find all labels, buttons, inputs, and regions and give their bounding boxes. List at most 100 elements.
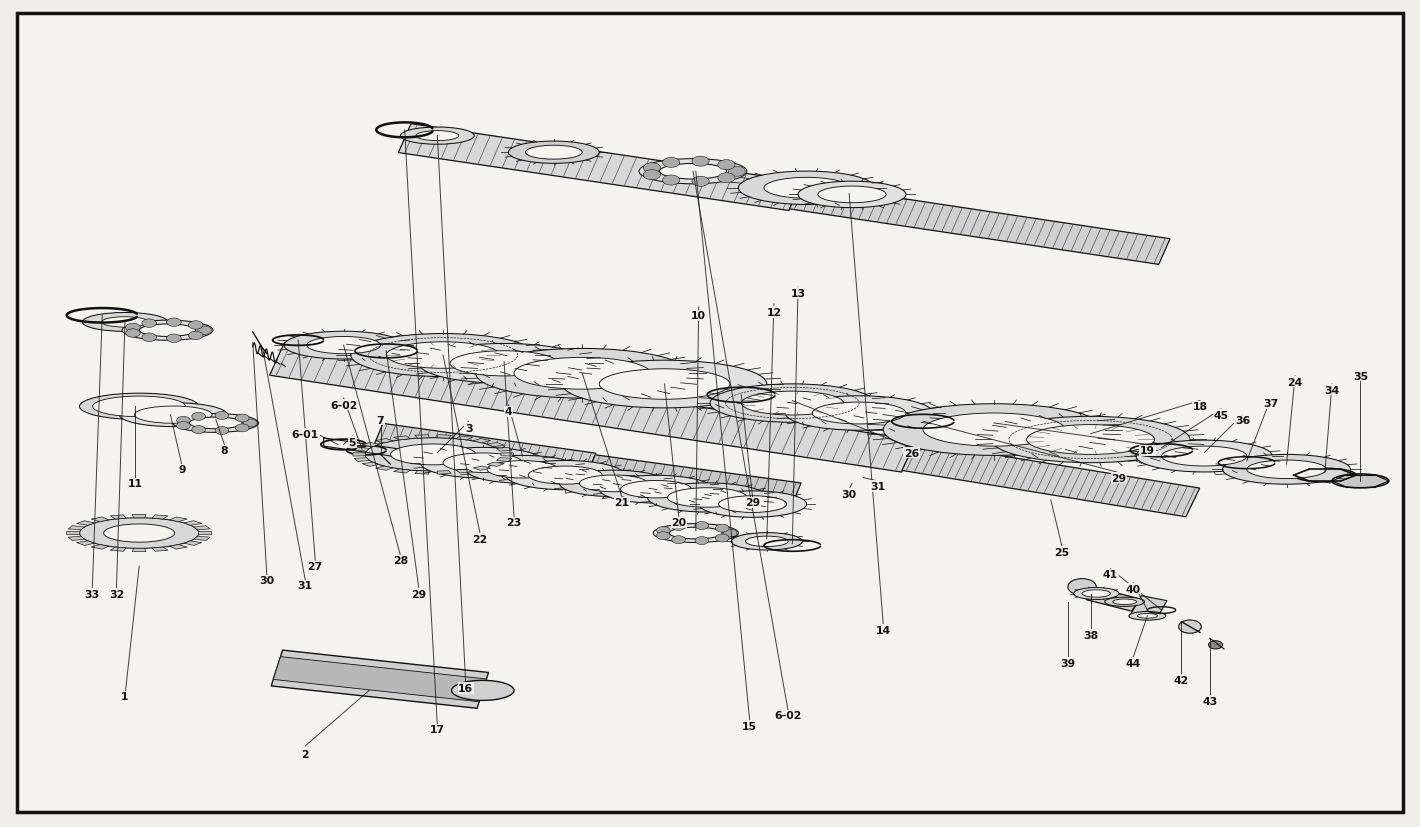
Polygon shape <box>67 532 80 535</box>
Ellipse shape <box>669 528 723 539</box>
Circle shape <box>716 534 728 543</box>
Circle shape <box>142 319 156 328</box>
Text: 23: 23 <box>507 518 521 528</box>
Ellipse shape <box>923 414 1065 447</box>
Ellipse shape <box>1162 447 1247 466</box>
Ellipse shape <box>1332 475 1389 488</box>
Circle shape <box>1179 620 1201 633</box>
Polygon shape <box>375 439 393 443</box>
Polygon shape <box>437 435 452 438</box>
Text: 43: 43 <box>1203 696 1217 706</box>
Circle shape <box>672 523 686 531</box>
Circle shape <box>197 327 212 335</box>
Circle shape <box>656 527 670 535</box>
Circle shape <box>663 176 680 186</box>
Circle shape <box>214 412 229 420</box>
Ellipse shape <box>562 361 767 409</box>
Circle shape <box>126 324 141 332</box>
Circle shape <box>694 522 709 530</box>
Ellipse shape <box>514 358 650 390</box>
Circle shape <box>643 170 660 180</box>
Text: 29: 29 <box>1112 473 1126 483</box>
Text: 30: 30 <box>260 576 274 586</box>
Text: 10: 10 <box>692 311 706 321</box>
Ellipse shape <box>119 404 227 427</box>
Polygon shape <box>1130 596 1167 619</box>
Polygon shape <box>393 470 410 473</box>
Circle shape <box>728 167 746 177</box>
Text: 15: 15 <box>743 721 757 731</box>
Polygon shape <box>273 657 487 702</box>
Ellipse shape <box>741 392 843 415</box>
Text: 11: 11 <box>128 479 142 489</box>
Ellipse shape <box>284 332 403 360</box>
Text: 3: 3 <box>464 423 473 433</box>
Circle shape <box>192 426 206 434</box>
Circle shape <box>694 537 709 545</box>
Text: 42: 42 <box>1174 675 1189 685</box>
Circle shape <box>236 424 248 433</box>
Text: 26: 26 <box>905 448 919 458</box>
Text: 14: 14 <box>876 625 890 635</box>
Text: 32: 32 <box>109 589 124 599</box>
Text: 31: 31 <box>298 581 312 590</box>
Ellipse shape <box>487 461 558 478</box>
Ellipse shape <box>476 349 689 399</box>
Ellipse shape <box>452 681 514 700</box>
Polygon shape <box>68 526 84 530</box>
Ellipse shape <box>798 182 906 208</box>
Ellipse shape <box>92 397 186 417</box>
Ellipse shape <box>391 444 476 466</box>
Polygon shape <box>185 521 202 526</box>
Polygon shape <box>456 470 473 473</box>
Text: 5: 5 <box>348 437 356 447</box>
Polygon shape <box>393 437 410 440</box>
Text: 25: 25 <box>1055 547 1069 557</box>
Polygon shape <box>369 424 596 485</box>
Ellipse shape <box>719 496 787 513</box>
Ellipse shape <box>443 453 523 473</box>
Ellipse shape <box>621 480 692 498</box>
Text: 6-02: 6-02 <box>329 400 358 410</box>
Circle shape <box>719 174 736 184</box>
Text: 19: 19 <box>1140 446 1154 456</box>
Ellipse shape <box>450 351 558 376</box>
Text: 16: 16 <box>459 683 473 693</box>
Ellipse shape <box>80 394 199 420</box>
Circle shape <box>1208 641 1223 649</box>
Polygon shape <box>132 515 146 519</box>
Circle shape <box>719 160 736 170</box>
Polygon shape <box>375 466 393 471</box>
Text: 7: 7 <box>376 415 385 425</box>
Polygon shape <box>185 541 202 546</box>
Circle shape <box>692 177 709 187</box>
Polygon shape <box>77 521 94 526</box>
Polygon shape <box>169 518 187 522</box>
Text: 6-01: 6-01 <box>291 429 320 439</box>
Ellipse shape <box>1027 425 1154 455</box>
Circle shape <box>189 322 203 330</box>
Ellipse shape <box>1137 614 1157 619</box>
Text: 31: 31 <box>870 481 885 491</box>
Polygon shape <box>111 547 126 552</box>
Polygon shape <box>354 453 365 457</box>
Ellipse shape <box>659 165 727 179</box>
Circle shape <box>663 158 680 168</box>
Ellipse shape <box>699 491 807 518</box>
Ellipse shape <box>599 370 730 399</box>
Polygon shape <box>473 439 491 443</box>
Ellipse shape <box>506 461 625 490</box>
Polygon shape <box>111 515 126 519</box>
Text: 29: 29 <box>746 498 760 508</box>
Text: 41: 41 <box>1103 570 1118 580</box>
Ellipse shape <box>122 321 213 341</box>
Polygon shape <box>1086 588 1140 611</box>
Text: 28: 28 <box>393 556 408 566</box>
Ellipse shape <box>351 334 535 377</box>
Ellipse shape <box>416 131 459 141</box>
Circle shape <box>189 332 203 340</box>
Ellipse shape <box>419 344 589 384</box>
Ellipse shape <box>400 128 474 145</box>
Ellipse shape <box>1129 612 1166 620</box>
Ellipse shape <box>139 324 196 337</box>
